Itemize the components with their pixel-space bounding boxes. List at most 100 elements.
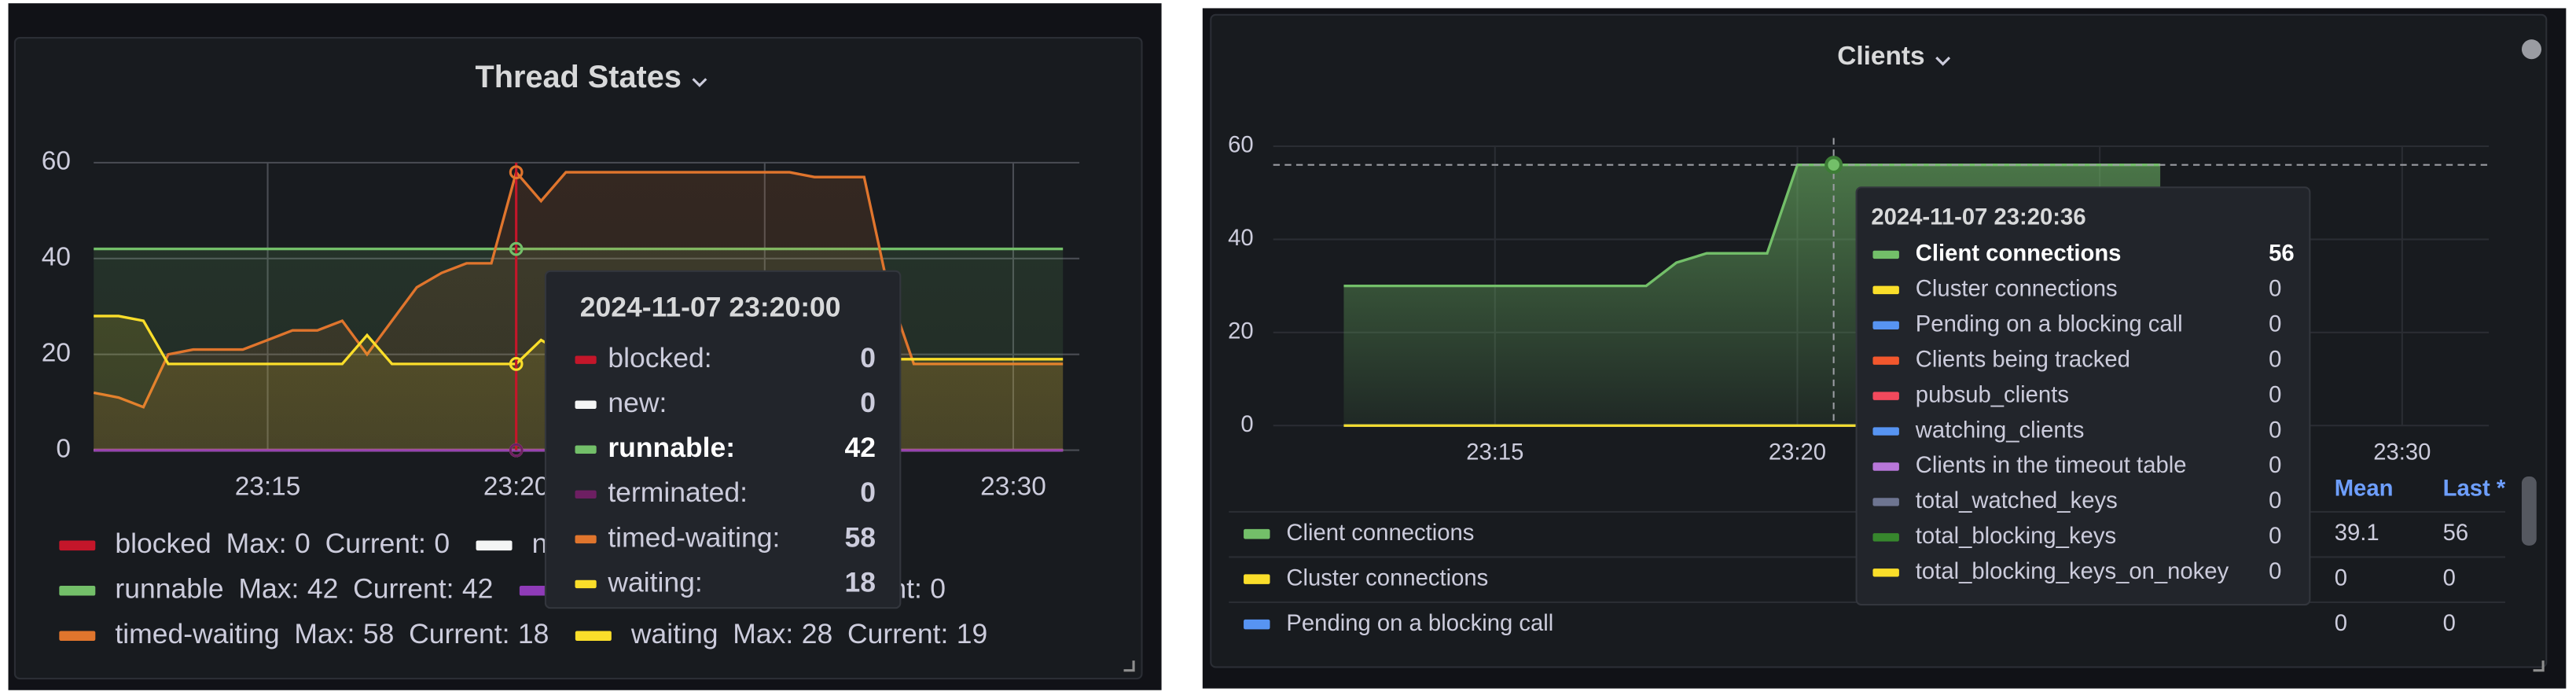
y-tick-label: 20: [1228, 319, 1254, 344]
tooltip: 2024-11-07 23:20:36 Client connections 56 C…: [1855, 186, 2311, 606]
legend-stat-value: 0: [930, 573, 946, 605]
legend-stat-value: 42: [462, 573, 494, 605]
title-menu-icon: [692, 78, 707, 87]
tooltip-label: terminated:: [608, 476, 748, 508]
tooltip-value: 0: [2269, 524, 2281, 549]
legend-stat-value: 18: [518, 618, 549, 649]
tooltip-label: blocked:: [608, 342, 711, 373]
tooltip-label: Cluster connections: [1916, 277, 2118, 302]
tooltip-label: Pending on a blocking call: [1916, 312, 2183, 337]
y-tick-label: 20: [42, 339, 71, 368]
tooltip-title: 2024-11-07 23:20:36: [1871, 205, 2085, 230]
legend-stat-label: Max:: [294, 618, 355, 649]
tooltip-value: 42: [844, 432, 876, 463]
y-tick-label: 0: [1240, 412, 1253, 437]
tooltip-swatch: [1872, 498, 1899, 506]
tooltip-swatch: [1872, 285, 1899, 295]
tooltip: 2024-11-07 23:20:00 blocked: 0 new: 0 runnabl…: [544, 270, 902, 609]
tooltip-value: 0: [2269, 277, 2281, 302]
tooltip-swatch: [1872, 533, 1899, 542]
tooltip-value: 0: [860, 476, 876, 508]
tooltip-swatch: [575, 355, 597, 364]
x-tick-label: 23:15: [1466, 440, 1523, 465]
legend-swatch: [575, 631, 612, 642]
resize-handle[interactable]: [1123, 660, 1135, 672]
tooltip-value: 0: [2269, 559, 2281, 584]
tooltip-swatch: [575, 490, 597, 499]
x-tick-label: 23:30: [980, 472, 1046, 501]
resize-handle[interactable]: [2533, 660, 2545, 672]
legend-name: blocked: [115, 528, 211, 559]
hover-point: [1825, 156, 1843, 175]
hover-point: [509, 357, 524, 371]
scrollbar[interactable]: [2521, 476, 2537, 546]
tooltip-swatch: [1872, 462, 1899, 471]
tooltip-swatch: [575, 535, 597, 544]
legend-mean: 0: [2335, 565, 2347, 590]
tooltip-swatch: [1872, 321, 1899, 330]
legend-name: Client connections: [1286, 521, 1474, 546]
legend-swatch: [1244, 528, 1270, 539]
tooltip-label: total_watched_keys: [1916, 488, 2118, 513]
tooltip-swatch: [1872, 427, 1899, 436]
legend-stat-label: Max:: [238, 573, 299, 605]
legend-mean: 39.1: [2335, 521, 2379, 546]
tooltip-value: 0: [2269, 418, 2281, 443]
tooltip-swatch: [1872, 250, 1899, 259]
legend-stat-label: Current:: [847, 618, 948, 649]
status-dot: [2521, 39, 2542, 60]
hover-point: [509, 443, 524, 458]
legend-stat-value: 28: [802, 618, 833, 649]
legend-mean: 0: [2335, 611, 2347, 636]
tooltip-value: 58: [844, 521, 876, 553]
tooltip-value: 0: [2269, 382, 2281, 407]
y-tick-label: 40: [1228, 226, 1254, 251]
tooltip-value: 0: [860, 387, 876, 418]
tooltip-box: [544, 270, 902, 609]
legend-stat-label: Current:: [353, 573, 454, 605]
legend-stat-value: 19: [957, 618, 988, 649]
tooltip-swatch: [575, 445, 597, 454]
tooltip-value: 0: [2269, 347, 2281, 372]
tooltip-label: new:: [608, 387, 667, 418]
y-tick-label: 0: [56, 434, 71, 463]
tooltip-label: Clients in the timeout table: [1916, 453, 2187, 478]
legend-swatch: [59, 586, 96, 596]
tooltip-value: 56: [2269, 241, 2295, 267]
tooltip-label: runnable:: [608, 432, 735, 463]
legend-stat-value: 42: [307, 573, 339, 605]
legend-swatch: [1244, 574, 1270, 584]
legend-entry: waiting Max: 28 Current: 19: [630, 618, 987, 649]
tooltip-swatch: [1872, 356, 1899, 365]
legend-last: 0: [2443, 611, 2456, 636]
panel-title: Clients: [1837, 42, 1924, 71]
legend-entry: runnable Max: 42 Current: 42: [115, 573, 493, 605]
tooltip-label: timed-waiting:: [608, 521, 780, 553]
legend-name: Pending on a blocking call: [1286, 611, 1553, 636]
tooltip-label: total_blocking_keys_on_nokey: [1916, 559, 2229, 584]
x-tick-label: 23:15: [235, 472, 301, 501]
y-tick-label: 60: [1228, 133, 1254, 158]
panel-title: Thread States: [475, 60, 681, 94]
tooltip-swatch: [575, 400, 597, 409]
tooltip-label: pubsub_clients: [1916, 382, 2069, 407]
tooltip-title: 2024-11-07 23:20:00: [580, 291, 841, 322]
series-line: [93, 169, 1064, 409]
legend-last: 0: [2443, 565, 2456, 590]
legend-name: runnable: [115, 573, 223, 605]
legend-last: 56: [2443, 521, 2469, 546]
legend-swatch: [59, 631, 96, 642]
legend-entry: blocked Max: 0 Current: 0: [115, 528, 450, 559]
legend-stat-value: 0: [295, 528, 311, 559]
tooltip-label: Client connections: [1916, 241, 2122, 267]
legend-name: timed-waiting: [115, 618, 279, 649]
legend-swatch: [1244, 619, 1270, 630]
legend-stat-label: Max:: [226, 528, 287, 559]
legend-name: waiting: [630, 618, 718, 649]
legend-swatch: [59, 540, 96, 551]
tooltip-value: 0: [2269, 453, 2281, 478]
tooltip-swatch: [1872, 568, 1899, 577]
title-menu-icon: [1935, 57, 1951, 66]
